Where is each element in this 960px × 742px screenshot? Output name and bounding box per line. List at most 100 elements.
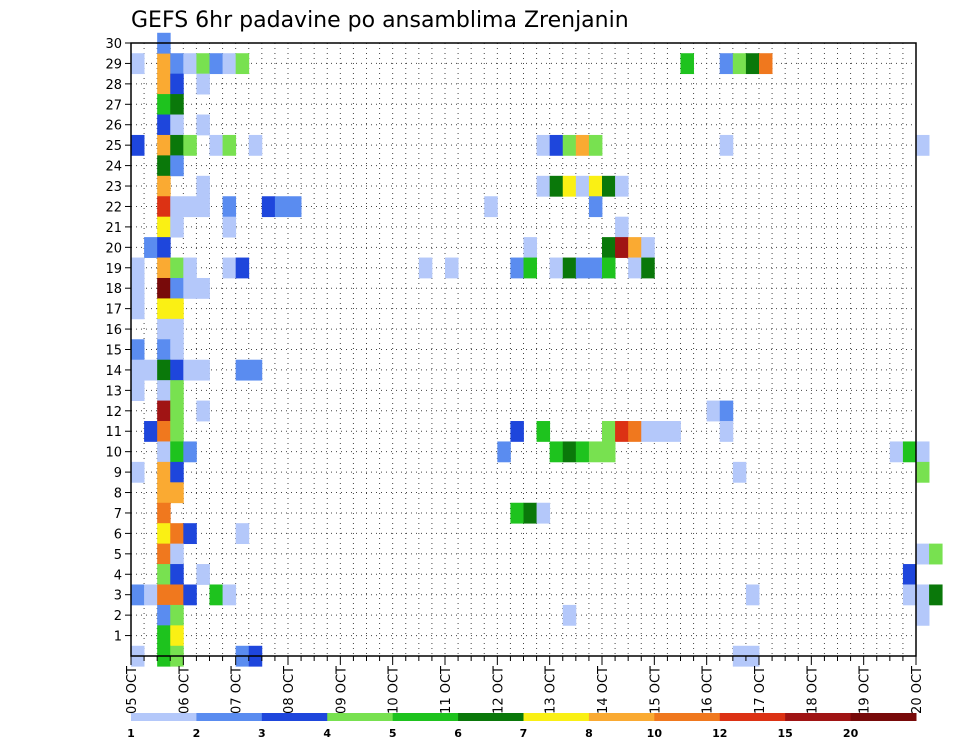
heatmap-cell bbox=[183, 196, 197, 218]
legend-label: 3 bbox=[258, 727, 266, 740]
legend-label: 2 bbox=[193, 727, 201, 740]
heatmap-cell bbox=[157, 94, 171, 115]
x-date-label: 11 OCT bbox=[439, 666, 454, 714]
heatmap-cell bbox=[719, 421, 734, 442]
heatmap-cell bbox=[523, 502, 537, 524]
heatmap-cell bbox=[170, 461, 184, 483]
x-date-label: 17 OCT bbox=[753, 666, 768, 714]
x-date-label: 06 OCT bbox=[177, 666, 192, 714]
heatmap-cell bbox=[131, 380, 145, 401]
heatmap-cell bbox=[654, 421, 668, 442]
heatmap-cell bbox=[144, 237, 158, 258]
y-tick-label: 7 bbox=[114, 507, 122, 522]
legend-label: 7 bbox=[520, 727, 528, 740]
heatmap-cell bbox=[902, 441, 917, 463]
y-tick-label: 6 bbox=[114, 527, 122, 542]
heatmap-cell bbox=[157, 359, 171, 381]
y-tick-label: 23 bbox=[105, 180, 122, 195]
legend-swatch bbox=[458, 713, 524, 721]
heatmap-cells bbox=[131, 32, 943, 667]
x-date-label: 08 OCT bbox=[282, 666, 297, 714]
heatmap-cell bbox=[602, 441, 616, 463]
legend-swatch bbox=[523, 713, 590, 721]
heatmap-cell bbox=[575, 441, 590, 463]
heatmap-cell bbox=[157, 73, 171, 95]
heatmap-cell bbox=[588, 175, 603, 197]
heatmap-cell bbox=[745, 584, 760, 606]
heatmap-cell bbox=[222, 134, 237, 156]
heatmap-cell bbox=[170, 543, 184, 565]
heatmap-cell bbox=[183, 257, 197, 279]
legend-label: 5 bbox=[389, 727, 397, 740]
legend-swatch bbox=[327, 713, 394, 721]
heatmap-cell bbox=[222, 584, 237, 606]
heatmap-cell bbox=[615, 216, 629, 238]
x-date-label: 19 OCT bbox=[858, 666, 873, 714]
heatmap-cell bbox=[562, 441, 577, 463]
legend-label: 8 bbox=[585, 727, 593, 740]
y-tick-label: 29 bbox=[105, 57, 122, 72]
legend-swatch bbox=[719, 713, 786, 721]
heatmap-cell bbox=[628, 257, 642, 279]
legend-swatch bbox=[654, 713, 721, 721]
heatmap-cell bbox=[131, 277, 145, 299]
heatmap-cell bbox=[916, 441, 930, 463]
heatmap-cell bbox=[196, 359, 210, 381]
heatmap-cell bbox=[170, 257, 184, 279]
heatmap-cell bbox=[131, 298, 145, 320]
heatmap-cell bbox=[575, 175, 590, 197]
heatmap-cell bbox=[209, 53, 223, 75]
heatmap-cell bbox=[170, 482, 184, 504]
heatmap-cell bbox=[510, 421, 524, 442]
x-date-label: 09 OCT bbox=[334, 666, 349, 714]
heatmap-cell bbox=[288, 196, 302, 218]
heatmap-cell bbox=[170, 400, 184, 422]
heatmap-cell bbox=[615, 237, 629, 258]
y-tick-label: 22 bbox=[105, 200, 122, 215]
heatmap-cell bbox=[157, 318, 171, 340]
y-tick-label: 27 bbox=[105, 98, 122, 113]
heatmap-cell bbox=[157, 53, 171, 75]
heatmap-cell bbox=[170, 298, 184, 320]
y-tick-label: 2 bbox=[114, 609, 122, 624]
heatmap-cell bbox=[183, 523, 197, 545]
heatmap-cell bbox=[628, 237, 642, 258]
heatmap-cell bbox=[170, 564, 184, 585]
heatmap-cell bbox=[719, 400, 734, 422]
heatmap-cell bbox=[183, 277, 197, 299]
y-tick-label: 14 bbox=[105, 364, 122, 379]
y-tick-label: 4 bbox=[114, 568, 122, 583]
heatmap-cell bbox=[235, 523, 250, 545]
heatmap-cell bbox=[549, 257, 564, 279]
heatmap-cell bbox=[157, 339, 171, 361]
y-tick-label: 5 bbox=[114, 548, 122, 563]
y-tick-label: 3 bbox=[114, 589, 122, 604]
heatmap-cell bbox=[536, 502, 551, 524]
heatmap-cell bbox=[588, 441, 603, 463]
heatmap-cell bbox=[196, 564, 210, 585]
y-tick-label: 13 bbox=[105, 384, 122, 399]
heatmap-cell bbox=[719, 134, 734, 156]
y-tick-label: 28 bbox=[105, 78, 122, 93]
heatmap-cell bbox=[196, 114, 210, 136]
legend-label: 20 bbox=[843, 727, 859, 740]
heatmap-cell bbox=[916, 543, 930, 565]
heatmap-cell bbox=[929, 584, 943, 606]
grid-lines bbox=[131, 43, 916, 656]
heatmap-cell bbox=[196, 277, 210, 299]
heatmap-cell bbox=[759, 53, 773, 75]
heatmap-cell bbox=[902, 584, 917, 606]
heatmap-cell bbox=[157, 400, 171, 422]
x-date-label: 12 OCT bbox=[491, 666, 506, 714]
heatmap-cell bbox=[196, 53, 210, 75]
heatmap-cell bbox=[222, 257, 237, 279]
legend-swatch bbox=[785, 713, 852, 721]
y-tick-label: 17 bbox=[105, 303, 122, 318]
heatmap-cell bbox=[170, 584, 184, 606]
heatmap-cell bbox=[170, 523, 184, 545]
heatmap-cell bbox=[170, 625, 184, 647]
color-legend: 1 2 3 4 5 6 7 8 10 12 15 20 bbox=[127, 713, 917, 740]
heatmap-cell bbox=[183, 584, 197, 606]
legend-swatch bbox=[392, 713, 459, 721]
